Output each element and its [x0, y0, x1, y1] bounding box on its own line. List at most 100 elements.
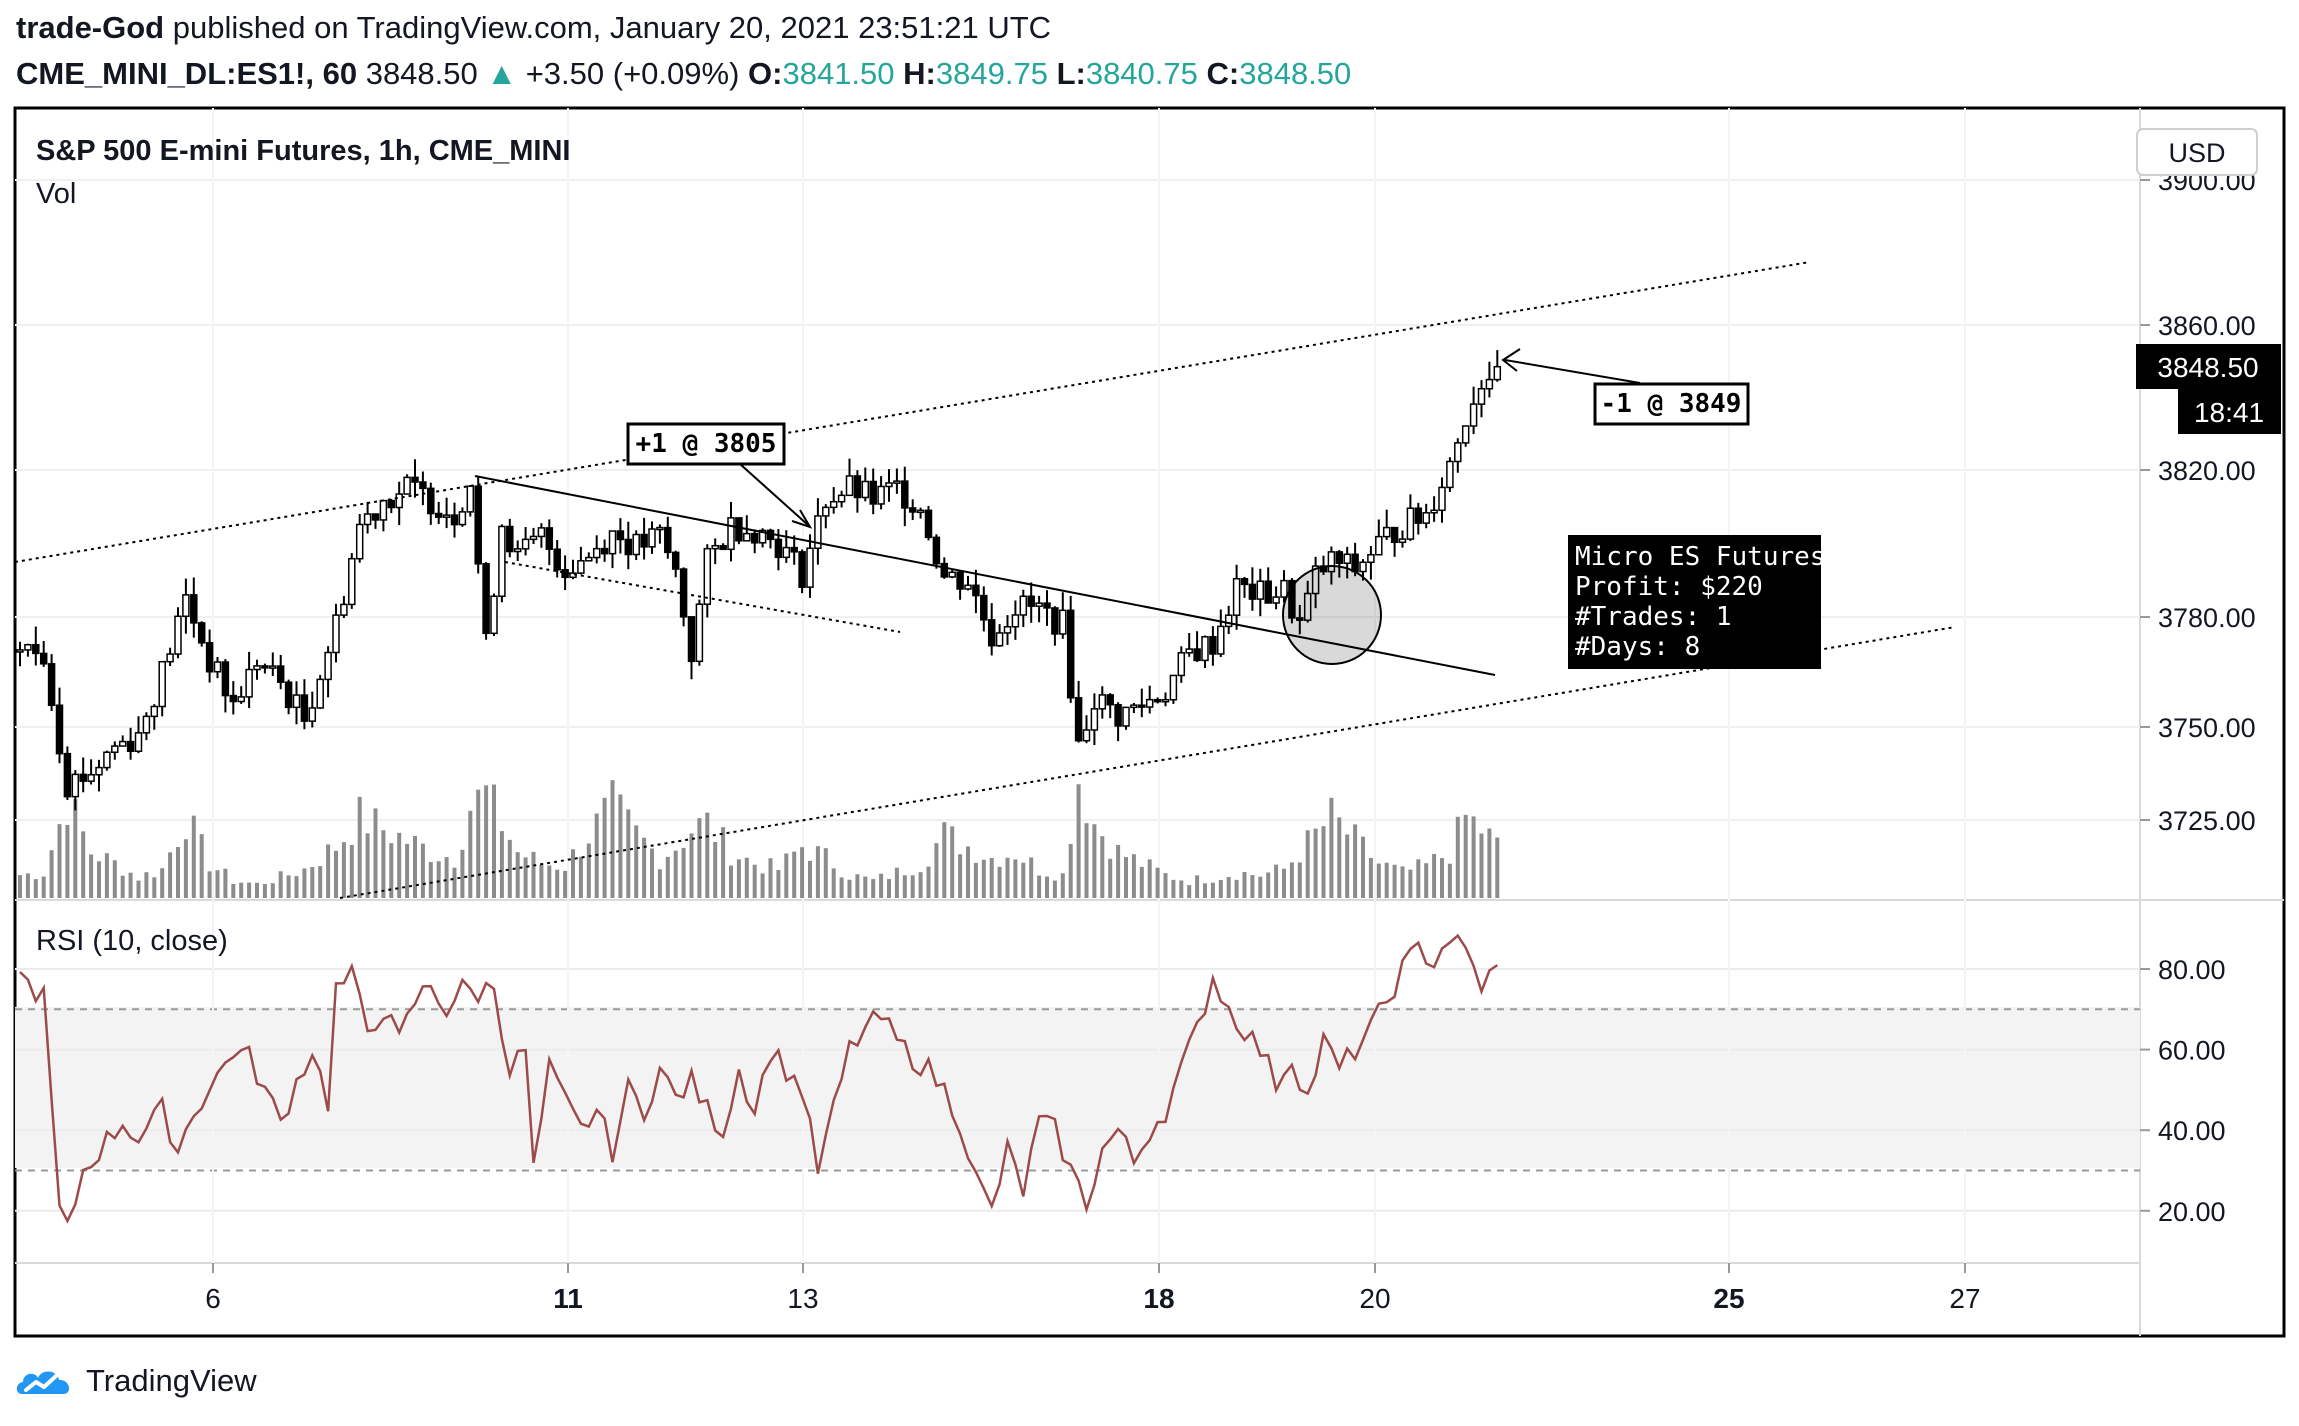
volume-bar: [452, 867, 457, 898]
candle-body: [340, 603, 348, 616]
volume-bar: [1250, 875, 1255, 898]
candle-body: [924, 509, 933, 539]
candle-body: [648, 528, 656, 548]
volume-bar: [81, 831, 86, 898]
volume-bar: [1424, 863, 1429, 898]
last-price-tag-label: 3848.50: [2157, 352, 2258, 383]
volume-bar: [578, 856, 583, 898]
candle-body: [348, 557, 356, 606]
volume-bar: [128, 872, 133, 898]
volume-bar: [334, 850, 338, 898]
candle-body: [332, 614, 340, 654]
candle-body: [276, 665, 285, 683]
volume-bar: [1076, 784, 1081, 898]
candle-body: [150, 705, 159, 718]
candle-body: [1367, 553, 1375, 564]
candle-body: [1106, 694, 1114, 706]
volume-bar: [1329, 797, 1334, 898]
candle-body: [474, 485, 482, 565]
time-tick-label: 25: [1713, 1283, 1744, 1314]
stats-box[interactable]: Micro ES Futures Profit: $220 #Trades: 1…: [1568, 535, 1825, 669]
candle-body: [1280, 579, 1288, 598]
volume-bar: [255, 882, 259, 898]
candle-body: [1019, 595, 1028, 616]
volume-bar: [1021, 862, 1026, 898]
trend-line[interactable]: [474, 475, 1496, 676]
breakout-circle[interactable]: [1282, 565, 1382, 665]
rsi-axis[interactable]: 80.00 60.00 40.00 20.00: [2140, 955, 2226, 1227]
volume-bar: [484, 785, 489, 898]
tradingview-footer[interactable]: TradingView: [14, 1360, 257, 1402]
candle-body: [750, 532, 759, 544]
candle-body: [703, 547, 712, 605]
candle-body: [197, 622, 206, 644]
volume-bar: [270, 883, 275, 898]
candle-body: [237, 696, 245, 703]
candle-body: [1256, 580, 1265, 600]
candle-body: [95, 766, 103, 776]
candle-body: [442, 514, 451, 518]
candle-body: [1382, 526, 1391, 538]
candle-body: [893, 480, 901, 484]
candle-body: [1098, 694, 1107, 710]
volume-bar: [760, 873, 765, 898]
volume-bar: [657, 869, 662, 898]
candle-body: [292, 694, 301, 709]
volume-bar: [586, 843, 591, 898]
volume-bar: [950, 826, 955, 898]
volume-bar: [1116, 844, 1121, 898]
candle-body: [229, 694, 238, 703]
currency-button[interactable]: USD: [2136, 128, 2258, 176]
candle-body: [1272, 596, 1280, 604]
volume-bar: [302, 868, 307, 898]
candle-body: [774, 538, 783, 559]
candle-body: [1003, 626, 1012, 634]
candle-body: [221, 661, 230, 697]
volume-bar: [294, 876, 299, 898]
volume-bar: [152, 877, 157, 898]
author-name[interactable]: trade-God: [16, 10, 165, 45]
candle-body: [182, 594, 190, 618]
candle-body: [822, 506, 830, 517]
entry-annotation[interactable]: +1 @ 3805: [626, 422, 813, 529]
time-tick-label: 13: [787, 1283, 818, 1314]
candle-body: [1359, 561, 1367, 573]
volume-bar: [894, 867, 899, 898]
chart-title: S&P 500 E-mini Futures, 1h, CME_MINI: [36, 135, 570, 167]
volume-bar: [958, 854, 963, 898]
candle-body: [1248, 583, 1257, 600]
volume-bar: [981, 859, 986, 898]
time-axis[interactable]: 6 11 13 18 20 25 27: [205, 1263, 1981, 1314]
volume-bar: [239, 882, 244, 898]
volume-bar: [555, 869, 560, 898]
candle-body: [1051, 607, 1059, 635]
volume-bar: [902, 875, 907, 898]
candle-body: [1138, 704, 1146, 708]
volume-bar: [1487, 828, 1492, 898]
channel-upper-line[interactable]: [14, 261, 1811, 563]
candle-body: [735, 517, 743, 542]
candle-body: [877, 485, 885, 505]
price-axis[interactable]: 3900.003860.003820.003780.003750.003725.…: [2140, 166, 2256, 836]
volume-bar: [357, 796, 362, 898]
volume-bar: [1392, 864, 1397, 898]
volume-bar: [1495, 837, 1500, 898]
rsi-line[interactable]: [19, 933, 1499, 1224]
volume-bar: [1455, 816, 1460, 898]
candle-body: [1390, 526, 1399, 544]
volume-bar: [33, 879, 38, 898]
candle-body: [664, 526, 672, 554]
exit-annotation[interactable]: -1 @ 3849: [1501, 348, 1750, 426]
volume-bar: [1479, 833, 1484, 898]
last-price-tag-bg: [2136, 344, 2281, 389]
volume-bar: [326, 844, 331, 898]
volume-bar: [405, 843, 410, 898]
volume-bar: [697, 818, 702, 898]
volume-bar: [523, 857, 528, 898]
candle-body: [806, 547, 814, 588]
rsi-tick-label: 40.00: [2158, 1116, 2226, 1146]
ohlc-line: CME_MINI_DL:ES1!, 60 3848.50 ▲ +3.50 (+0…: [16, 56, 1351, 92]
candles: [16, 350, 1502, 811]
volume-bar: [191, 815, 196, 898]
